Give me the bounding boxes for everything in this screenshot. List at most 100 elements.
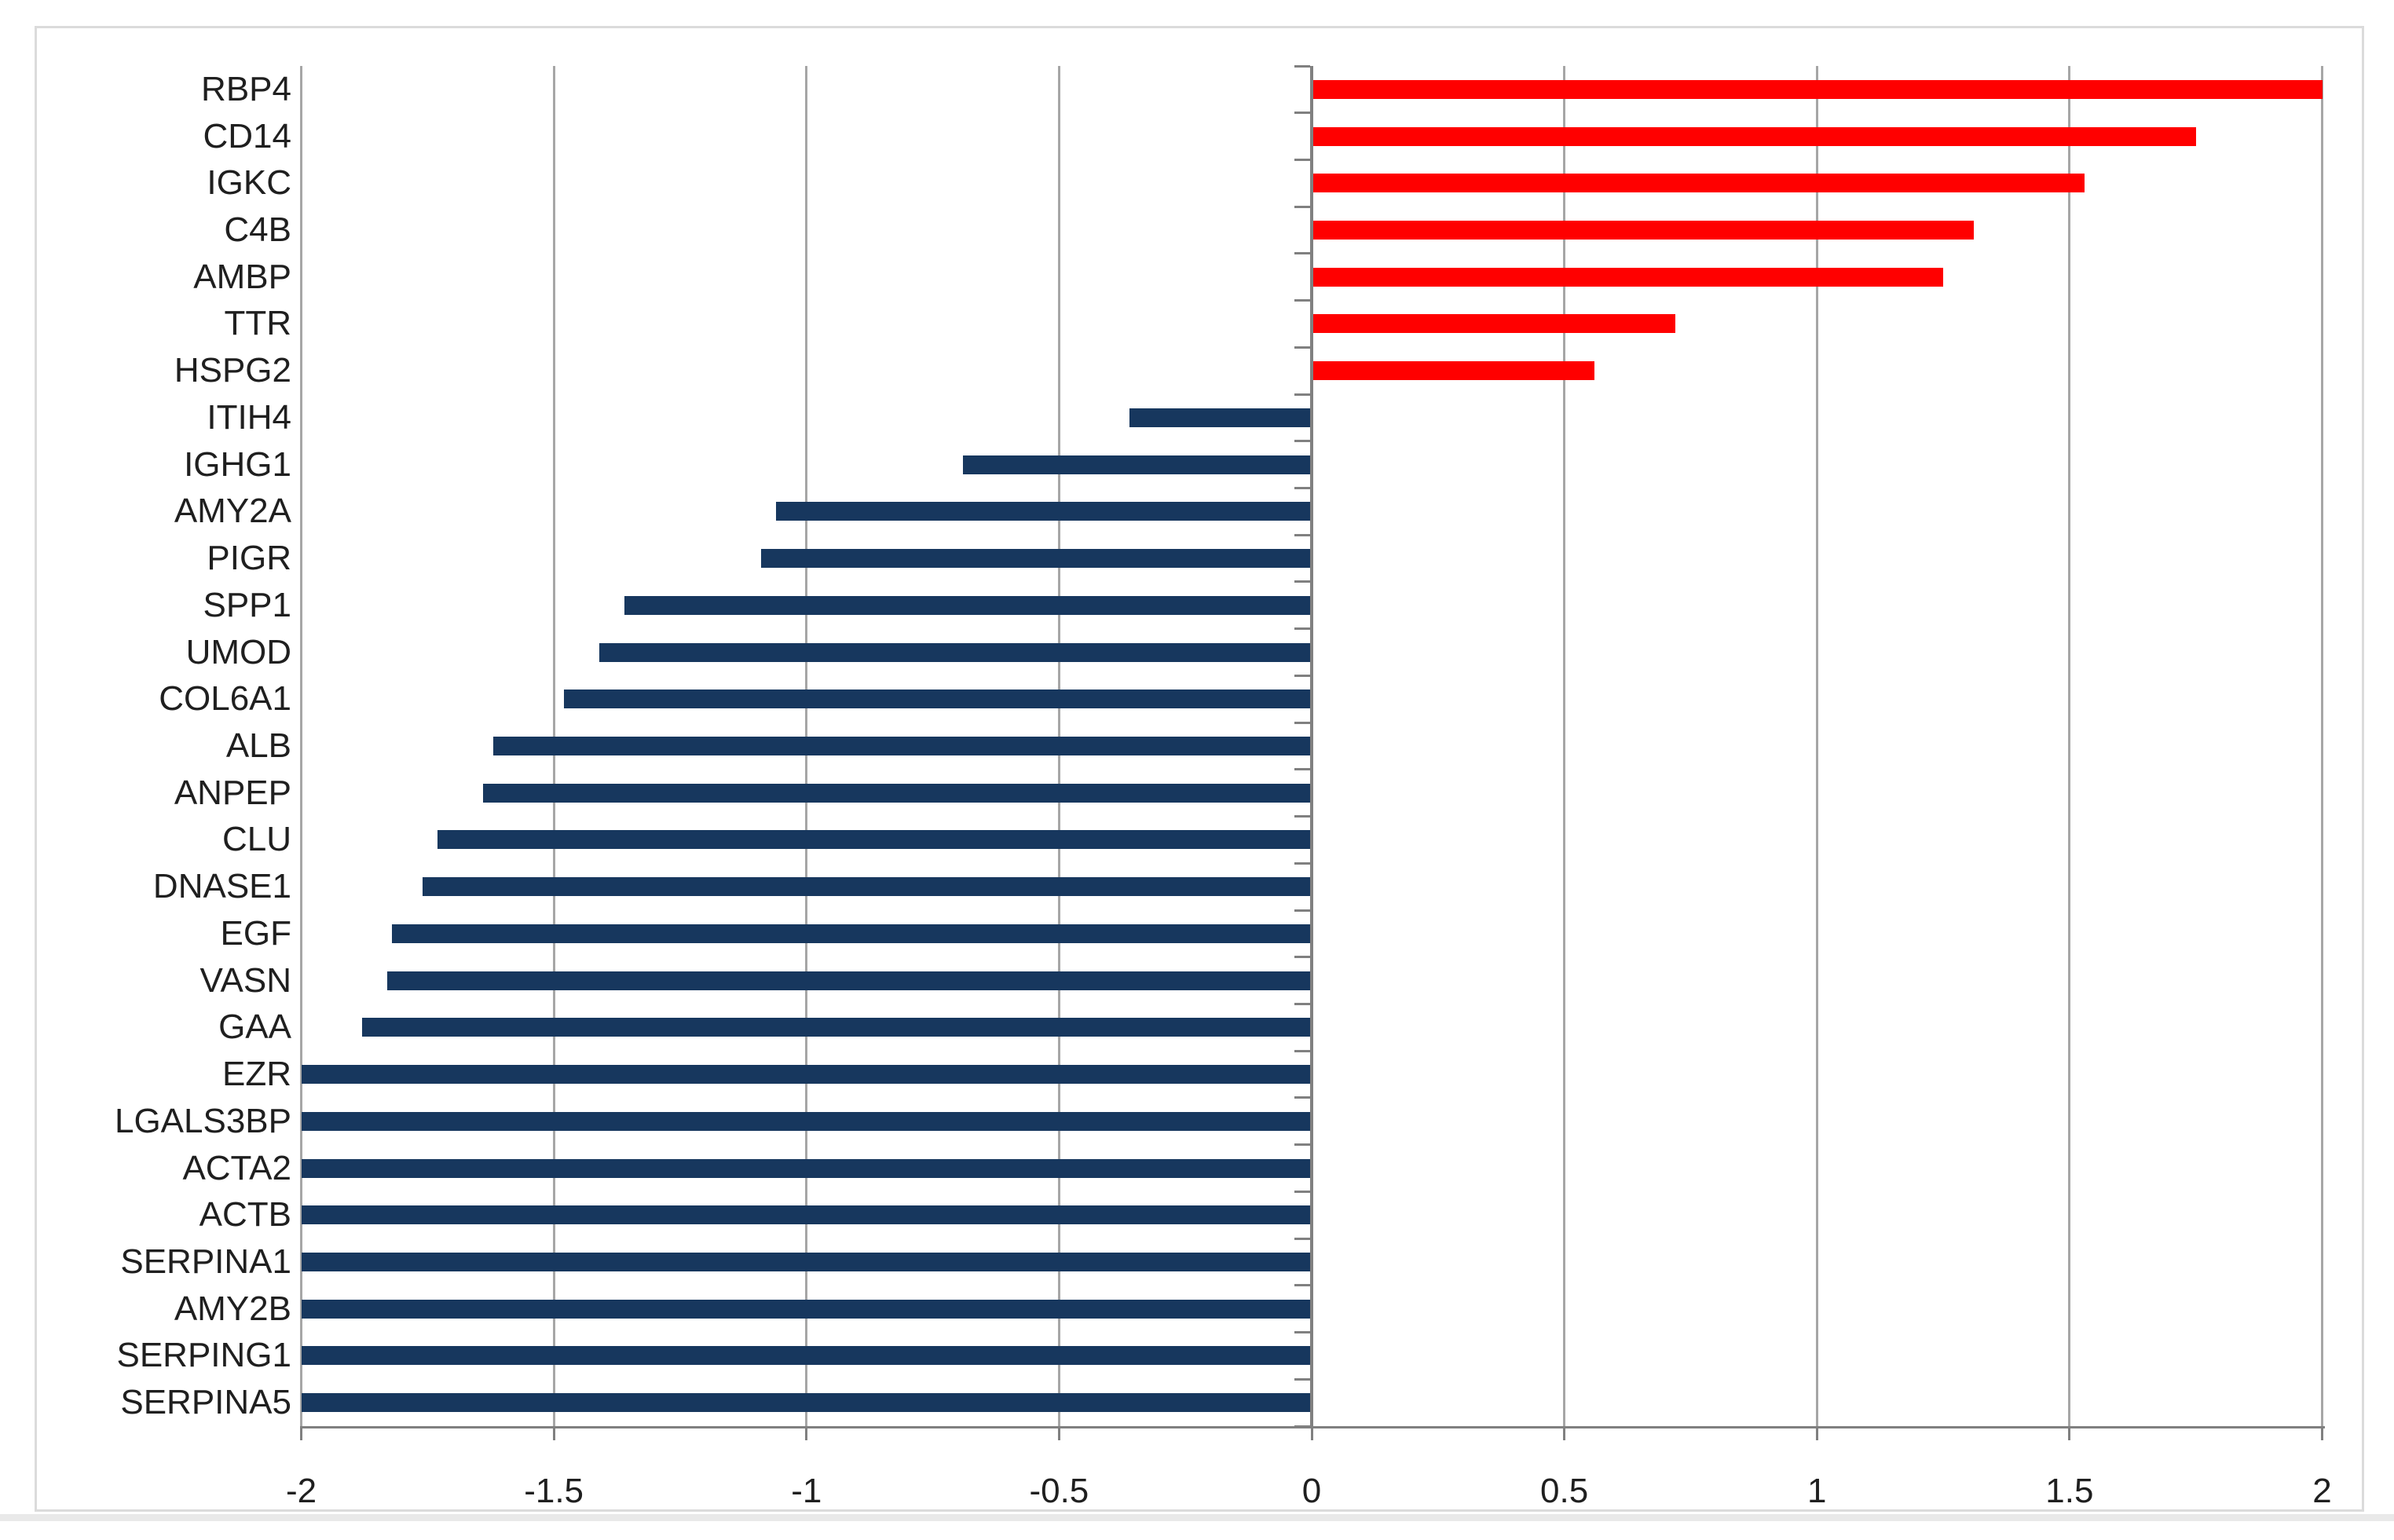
category-axis-tick	[1294, 580, 1310, 583]
bar-actb	[301, 1205, 1312, 1225]
category-axis-tick	[1294, 956, 1310, 959]
category-label-itih4: ITIH4	[207, 397, 291, 437]
category-label-anpep: ANPEP	[174, 773, 291, 812]
bar-hspg2	[1312, 361, 1595, 381]
bar-rbp4	[1312, 79, 2323, 99]
category-axis-tick	[1294, 440, 1310, 443]
x-tick-label-1: 1	[1807, 1472, 1827, 1510]
category-label-ttr: TTR	[224, 304, 291, 343]
bar-serping1	[301, 1346, 1312, 1366]
bar-egf	[392, 924, 1312, 943]
category-axis-line	[1310, 66, 1313, 1426]
bar-ttr	[1312, 314, 1676, 334]
category-axis-tick	[1294, 1331, 1310, 1334]
category-label-alb: ALB	[225, 726, 291, 765]
category-axis-tick	[1294, 1049, 1310, 1052]
category-label-ezr: EZR	[222, 1055, 291, 1094]
bar-ighg1	[963, 455, 1312, 474]
category-label-vasn: VASN	[200, 960, 291, 1000]
value-axis-tick	[1563, 1426, 1566, 1440]
category-axis-tick	[1294, 861, 1310, 865]
bar-ezr	[301, 1065, 1312, 1085]
category-axis-tick	[1294, 909, 1310, 912]
vertical-gridline	[2321, 66, 2323, 1426]
value-axis-tick	[2321, 1426, 2323, 1440]
category-label-serping1: SERPING1	[116, 1336, 291, 1375]
x-tick-label--2: -2	[285, 1472, 317, 1510]
category-axis-tick	[1294, 1377, 1310, 1381]
category-axis-tick	[1294, 1284, 1310, 1287]
category-axis-tick	[1294, 158, 1310, 161]
category-label-gaa: GAA	[218, 1008, 291, 1047]
bar-amy2b	[301, 1299, 1312, 1319]
category-label-actb: ACTB	[199, 1195, 291, 1235]
vertical-gridline	[300, 66, 302, 1426]
x-tick-label-2: 2	[2312, 1472, 2332, 1510]
category-axis-tick	[1294, 252, 1310, 255]
bar-itih4	[1129, 408, 1312, 427]
bar-igkc	[1312, 174, 2085, 193]
category-label-clu: CLU	[221, 820, 291, 859]
category-axis-tick	[1294, 1002, 1310, 1005]
category-axis-tick	[1294, 487, 1310, 490]
value-axis-tick	[1815, 1426, 1818, 1440]
category-label-ighg1: IGHG1	[184, 444, 291, 484]
category-label-amy2a: AMY2A	[174, 492, 291, 531]
vertical-gridline	[1815, 66, 1818, 1426]
bar-c4b	[1312, 221, 1974, 240]
category-label-egf: EGF	[220, 913, 291, 953]
category-label-lgals3bp: LGALS3BP	[114, 1101, 291, 1140]
bar-anpep	[483, 783, 1312, 803]
category-axis-tick	[1294, 815, 1310, 818]
value-axis-tick	[552, 1426, 555, 1440]
category-axis-tick	[1294, 346, 1310, 349]
category-axis-tick	[1294, 64, 1310, 68]
bar-spp1	[624, 595, 1312, 615]
category-axis-tick	[1294, 1096, 1310, 1099]
category-axis-tick	[1294, 627, 1310, 631]
value-axis-tick	[805, 1426, 808, 1440]
bar-cd14	[1312, 126, 2196, 146]
window-bottom-edge	[0, 1514, 2394, 1521]
category-axis-tick	[1294, 1190, 1310, 1193]
bar-lgals3bp	[301, 1111, 1312, 1131]
category-label-spp1: SPP1	[203, 585, 291, 624]
vertical-gridline	[1563, 66, 1566, 1426]
bar-gaa	[361, 1018, 1312, 1037]
category-axis-tick	[1294, 112, 1310, 115]
bar-acta2	[301, 1158, 1312, 1178]
bar-serpina5	[301, 1393, 1312, 1413]
category-label-c4b: C4B	[224, 210, 291, 250]
value-axis-line	[301, 1426, 2325, 1428]
category-axis-tick	[1294, 205, 1310, 208]
category-label-dnase1: DNASE1	[152, 867, 291, 906]
category-axis-tick	[1294, 393, 1310, 396]
category-label-igkc: IGKC	[207, 163, 291, 203]
bar-dnase1	[422, 877, 1312, 897]
value-axis-tick	[2068, 1426, 2071, 1440]
value-axis-tick	[1057, 1426, 1060, 1440]
vertical-gridline	[2068, 66, 2071, 1426]
category-label-hspg2: HSPG2	[174, 351, 291, 390]
x-tick-label-1.5: 1.5	[2045, 1472, 2094, 1510]
category-label-serpina5: SERPINA5	[120, 1383, 291, 1422]
category-label-col6a1: COL6A1	[159, 679, 291, 719]
bar-pigr	[760, 549, 1312, 569]
category-label-acta2: ACTA2	[182, 1148, 291, 1187]
category-label-cd14: CD14	[203, 116, 292, 155]
category-axis-tick	[1294, 674, 1310, 677]
bar-ambp	[1312, 267, 1944, 287]
category-label-pigr: PIGR	[207, 539, 291, 578]
bar-col6a1	[563, 690, 1312, 709]
category-axis-tick	[1294, 1237, 1310, 1240]
bar-amy2a	[776, 502, 1312, 521]
category-label-rbp4: RBP4	[201, 69, 291, 108]
bar-serpina1	[301, 1252, 1312, 1271]
category-label-umod: UMOD	[185, 632, 291, 671]
chart-frame: RBP4 CD14 IGKC C4B AMBP TTR HSPG2 ITIH4 IGHG1 AMY…	[35, 26, 2364, 1512]
x-tick-label--1: -1	[791, 1472, 822, 1510]
category-axis-tick	[1294, 299, 1310, 302]
x-tick-label-0.5: 0.5	[1540, 1472, 1589, 1510]
x-tick-label-0: 0	[1301, 1472, 1322, 1510]
